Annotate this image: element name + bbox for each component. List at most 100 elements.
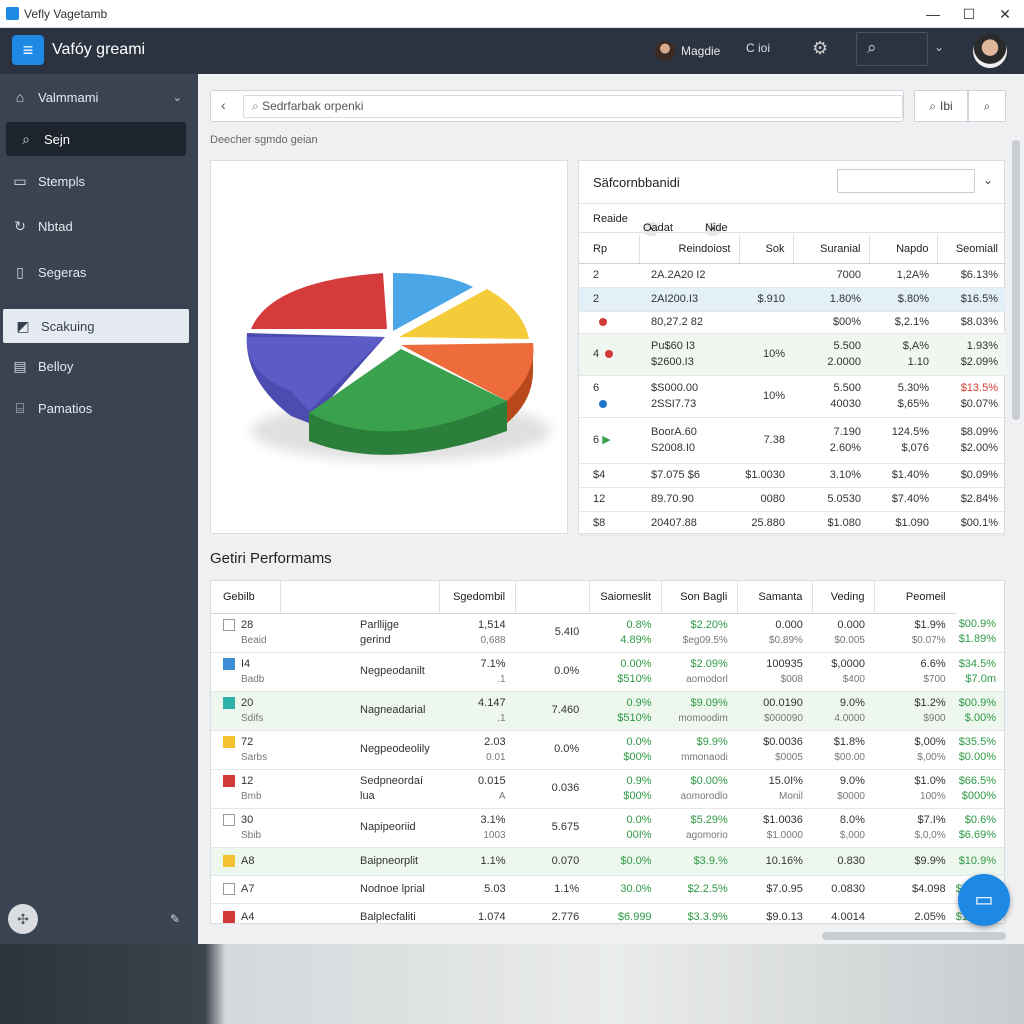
cell: $00% — [793, 311, 869, 334]
hamburger-menu-icon[interactable]: ≡ — [12, 35, 44, 65]
column-header[interactable]: Sok — [739, 235, 794, 264]
sync-status[interactable]: C ioi — [746, 41, 771, 55]
table-row[interactable]: $4 $7.075 $6 $1.0030 3.10% $1.40% $0.09% — [579, 463, 1006, 488]
cell-value: $66.5% — [958, 774, 996, 787]
row-checkbox[interactable] — [223, 910, 235, 923]
row-name[interactable]: Sedpneordaí lua — [280, 769, 440, 809]
back-arrow-icon[interactable]: ‹ — [221, 97, 226, 113]
row-checkbox[interactable] — [223, 774, 235, 787]
row-checkbox[interactable] — [223, 735, 235, 748]
table-row[interactable]: 6 $S000.00 2SSI7.73 10% 5.500 40030 5.30% $… — [579, 375, 1006, 418]
table-row[interactable]: A8 Baipneorplit 1.1% 0.070 $0.0% $3.9.% 10.16%… — [211, 847, 1004, 876]
row-name[interactable]: Nagneadarial — [280, 691, 440, 731]
table-row[interactable]: 30 Sbib Napipeoriid 3.1% 1003 5.675 0.0% 00I% $5… — [211, 808, 1004, 848]
column-header[interactable]: Gebilb — [211, 581, 281, 614]
column-header[interactable]: Reindoiost — [639, 235, 740, 264]
main-content: ‹ ⌕ Sedrfarbak orpenki ⌕ Ibi ⌕ Deecher s… — [198, 74, 1024, 944]
header-search-icon[interactable]: ⌕ — [856, 32, 928, 66]
table-row[interactable]: 4 Pu$60 I3 $2600.I3 10% 5.500 2.0000 $,A% 1… — [579, 333, 1006, 376]
profile-avatar[interactable] — [973, 34, 1007, 68]
row-name[interactable]: Nodnoe lprial — [280, 875, 440, 904]
sidebar-item-scakuing[interactable]: ◩ Scakuing — [3, 309, 189, 343]
column-header[interactable]: Peomeil — [874, 581, 956, 614]
cell-subvalue: $0.00% — [958, 750, 996, 763]
cell-value: 0.070 — [551, 854, 580, 867]
column-header[interactable]: Son Bagli — [661, 581, 739, 614]
sidebar-item-belloy[interactable]: ▤ Belloy — [0, 349, 198, 383]
edit-icon[interactable]: ✎ — [170, 912, 181, 926]
row-checkbox[interactable] — [223, 696, 235, 709]
table-row[interactable]: A7 Nodnoe lprial 5.03 1.1% 30.0% $2.2.5% $7.0.… — [211, 875, 1004, 904]
pie-chart — [246, 273, 551, 461]
calendar-icon: ▤ — [13, 357, 27, 374]
row-name[interactable]: Negpeodeolily — [280, 730, 440, 770]
cell-text: S2008.I0 — [651, 442, 696, 454]
table-row[interactable]: $8 20407.88 25.880 $1.080 $1.090 $00.1% — [579, 511, 1006, 536]
summary-filter-input[interactable] — [837, 169, 975, 193]
vertical-scrollbar[interactable] — [1012, 140, 1020, 420]
row-name[interactable]: Balplecfaliti — [280, 903, 440, 923]
cell-text: 2SSI7.73 — [651, 398, 697, 410]
table-row[interactable]: I4 Badb Negpeodanilt 7.1% .1 0.0% 0.00% $510% $2… — [211, 652, 1004, 692]
row-name[interactable]: Negpeodanilt — [280, 652, 440, 692]
sidebar-item-label: Valmmami — [38, 89, 99, 105]
column-header[interactable]: Samanta — [737, 581, 814, 614]
search-filter-button[interactable]: ⌕ Ibi — [914, 90, 968, 122]
cell: 0.070 — [515, 847, 590, 876]
app-icon — [6, 7, 19, 20]
cell-subvalue: momoodim — [678, 712, 728, 724]
cell: $0.00% aomorodlo — [661, 769, 738, 809]
table-row[interactable]: 12 89.70.90 0080 5.0530 $7.40% $2.84% — [579, 487, 1006, 512]
table-row-selected[interactable]: 2 2AI200.I3 $.910 1.80% $.80% $16.5% — [579, 287, 1006, 312]
column-header[interactable]: Rp — [579, 235, 640, 264]
table-row[interactable]: A4 Balplecfaliti 1.074 2.776 $6.999 $3.3.9% $9… — [211, 903, 1004, 923]
cell: 1.1% — [515, 875, 590, 904]
cell — [579, 311, 639, 334]
maximize-button[interactable]: ☐ — [962, 6, 976, 22]
column-header[interactable]: Napdo — [869, 235, 938, 264]
table-row[interactable]: 28 Beaid Parllijge gerind 1,514 0,688 5.4I0 0.… — [211, 613, 1004, 653]
gear-icon[interactable]: ⚙ — [812, 38, 829, 58]
cell-value: 0.0% — [554, 665, 580, 677]
column-header[interactable]: Veding — [812, 581, 876, 614]
row-name[interactable]: Baipneorplit — [280, 847, 440, 876]
table-row[interactable]: 80,27.2 82 $00% $,2.1% $8.03% — [579, 311, 1006, 334]
row-checkbox[interactable] — [223, 618, 235, 631]
row-name[interactable]: Napipeoriid — [280, 808, 440, 848]
table-row[interactable]: 2 2A.2A20 I2 7000 1,2A% $6.13% — [579, 263, 1006, 288]
cell-value: $7.I% — [917, 813, 946, 826]
column-header[interactable]: Suranial — [793, 235, 870, 264]
row-checkbox[interactable] — [223, 813, 235, 826]
table-row[interactable]: 20 Sdifs Nagneadarial 4.147 .1 7.460 0.9% $510%… — [211, 691, 1004, 731]
close-button[interactable]: ✕ — [999, 6, 1011, 22]
row-checkbox[interactable] — [223, 854, 235, 867]
column-header[interactable] — [280, 581, 441, 614]
column-header[interactable]: Seomiall — [937, 235, 1006, 264]
chat-fab-button[interactable]: ▭ — [958, 874, 1010, 926]
chevron-down-icon[interactable]: ⌄ — [172, 91, 182, 104]
sidebar-item-stempls[interactable]: ▭ Stempls — [0, 164, 198, 198]
search-input[interactable]: ⌕ Sedrfarbak orpenki — [243, 95, 903, 118]
row-name[interactable]: Parllijge gerind — [280, 613, 440, 653]
chevron-down-icon[interactable]: ⌄ — [983, 173, 994, 187]
settings-round-icon[interactable]: ✣ — [8, 904, 38, 934]
user-chip[interactable]: Magdie — [655, 41, 720, 61]
sidebar-item-search[interactable]: ⌕ Sejn — [6, 122, 186, 156]
table-row[interactable]: 6 ▶ BoorA.60 S2008.I0 7.38 7.190 2.60% 124… — [579, 417, 1006, 464]
minimize-button[interactable]: — — [926, 6, 940, 22]
table-row[interactable]: 12 Bmb Sedpneordaí lua 0.015 A 0.036 0.9% $00% $… — [211, 769, 1004, 809]
sidebar-item-segeras[interactable]: ▯ Segeras — [0, 255, 198, 289]
sidebar-item-pamatios[interactable]: ⌸ Pamatios — [0, 391, 198, 425]
row-checkbox[interactable] — [223, 657, 235, 670]
sidebar-item-nbtad[interactable]: ↻ Nbtad — [0, 209, 198, 243]
column-header[interactable]: Sgedombil — [439, 581, 517, 614]
sidebar-item-home[interactable]: ⌂ Valmmami ⌄ — [0, 80, 198, 114]
cell: 6.6% $700 — [874, 652, 956, 692]
chevron-down-icon[interactable]: ⌄ — [934, 40, 945, 54]
horizontal-scrollbar[interactable] — [822, 932, 1006, 940]
search-submit-button[interactable]: ⌕ — [968, 90, 1006, 122]
table-row[interactable]: 72 Sarbs Negpeodeolily 2.03 0.01 0.0% 0.0% $00%… — [211, 730, 1004, 770]
column-header[interactable] — [515, 581, 590, 614]
column-header[interactable]: Saiomeslit — [589, 581, 663, 614]
row-checkbox[interactable] — [223, 882, 235, 895]
